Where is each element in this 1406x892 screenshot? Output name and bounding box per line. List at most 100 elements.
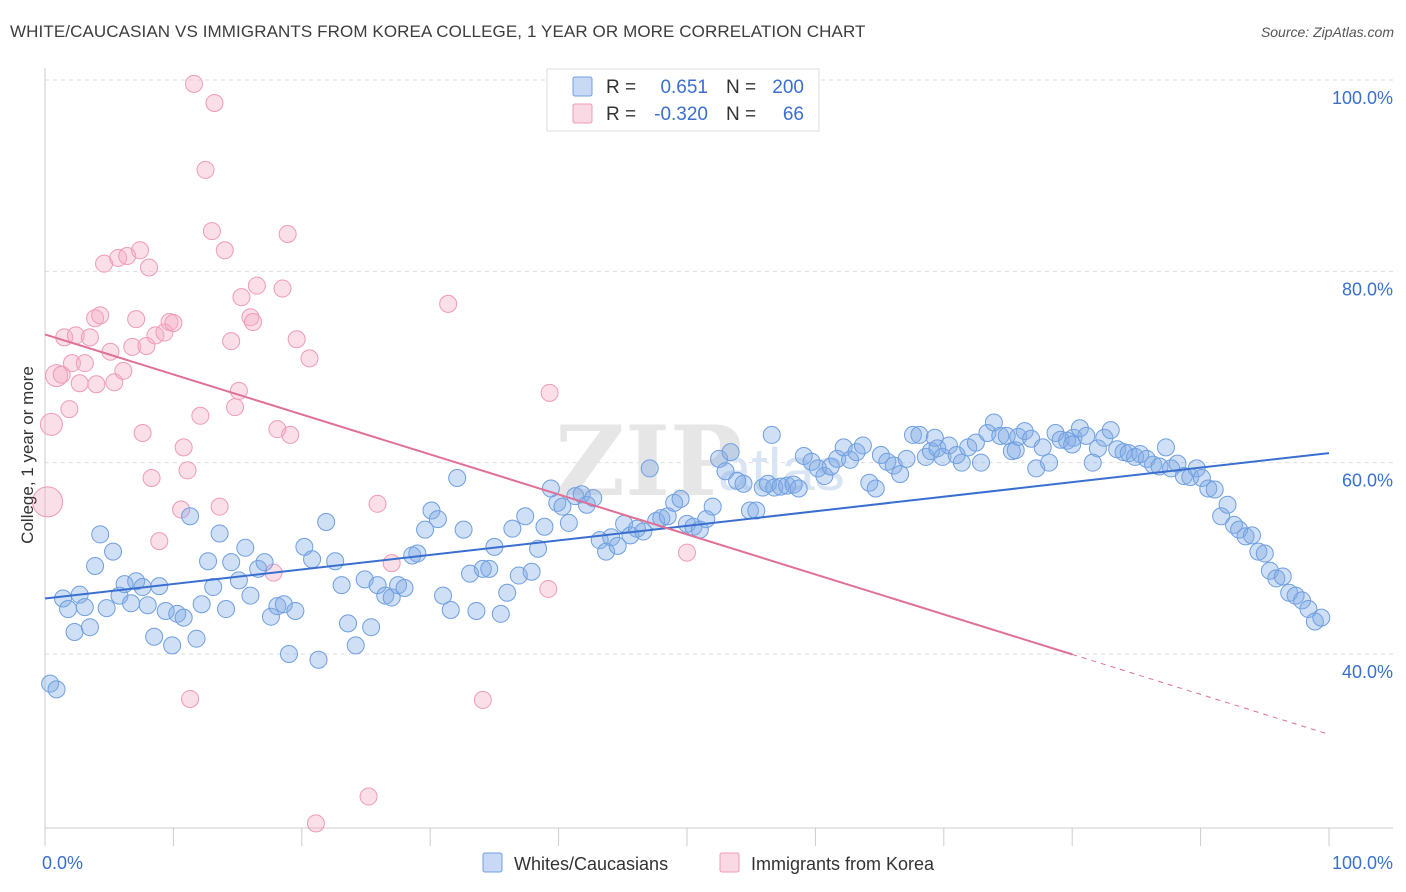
data-point-blue	[966, 433, 985, 452]
data-point-blue	[910, 425, 929, 444]
data-point-blue	[762, 425, 781, 444]
data-point-pink	[62, 354, 81, 373]
data-point-blue	[47, 680, 66, 699]
chart-title: WHITE/CAUCASIAN VS IMMIGRANTS FROM KOREA…	[10, 22, 866, 41]
data-point-pink	[60, 400, 79, 419]
data-point-blue	[1033, 438, 1052, 457]
data-point-blue	[747, 501, 766, 520]
data-point-blue	[828, 449, 847, 468]
data-point-blue	[138, 596, 157, 615]
data-point-pink	[70, 374, 89, 393]
data-point-blue	[897, 449, 916, 468]
data-point-blue	[577, 495, 596, 514]
data-point-blue	[1095, 428, 1114, 447]
data-point-blue	[815, 467, 834, 486]
data-point-pink	[142, 468, 161, 487]
data-point-pink	[86, 309, 105, 328]
data-point-blue	[317, 512, 336, 531]
data-point-blue	[91, 525, 110, 544]
data-point-pink	[300, 349, 319, 368]
data-point-blue	[553, 497, 572, 516]
data-point-pink	[150, 532, 169, 551]
data-point-blue	[303, 550, 322, 569]
data-point-blue	[145, 627, 164, 646]
data-point-blue	[1126, 447, 1145, 466]
data-point-pink	[439, 294, 458, 313]
data-point-blue	[802, 452, 821, 471]
data-point-blue	[903, 425, 922, 444]
data-point-blue	[268, 597, 287, 616]
legend-swatch-blue	[572, 76, 593, 97]
source-note: Source: ZipAtlas.com	[1260, 24, 1394, 40]
data-point-pink	[52, 365, 71, 384]
data-point-blue	[222, 553, 241, 572]
legend-n-label-pink: N =	[726, 104, 756, 125]
data-point-blue	[991, 426, 1010, 445]
data-point-blue	[1267, 569, 1286, 588]
data-point-pink	[247, 276, 266, 295]
data-point-blue	[933, 447, 952, 466]
data-point-blue	[229, 571, 248, 590]
series-legend-swatch-blue	[482, 852, 503, 873]
data-point-pink	[287, 330, 306, 349]
data-point-blue	[187, 629, 206, 648]
data-point-blue	[192, 595, 211, 614]
data-point-pink	[678, 543, 696, 562]
data-point-blue	[1070, 419, 1089, 438]
data-point-pink	[210, 497, 229, 516]
data-point-blue	[535, 517, 554, 536]
data-point-blue	[871, 446, 890, 465]
data-point-blue	[972, 453, 991, 472]
data-point-blue	[261, 607, 280, 626]
data-point-pink	[123, 337, 142, 356]
data-point-pink	[140, 258, 159, 277]
data-point-blue	[1088, 439, 1107, 458]
series-legend-label-pink: Immigrants from Korea	[751, 854, 935, 874]
data-point-blue	[939, 436, 958, 455]
data-point-pink	[539, 579, 558, 598]
data-point-pink	[226, 398, 245, 417]
data-point-blue	[279, 645, 298, 663]
data-point-blue	[891, 465, 910, 484]
trend-lines	[44, 333, 1330, 735]
data-point-blue	[1212, 507, 1231, 526]
series-legend-swatch-pink	[719, 852, 740, 873]
data-point-pink	[184, 74, 203, 93]
data-point-blue	[241, 586, 260, 605]
data-point-blue	[416, 520, 435, 539]
data-point-blue	[1131, 445, 1150, 464]
data-point-blue	[473, 559, 492, 578]
data-point-pink	[244, 313, 263, 332]
data-point-pink	[164, 313, 183, 332]
data-point-pink	[32, 486, 64, 518]
data-point-blue	[1156, 438, 1175, 457]
data-point-pink	[75, 354, 94, 373]
data-point-blue	[181, 507, 200, 526]
data-point-pink	[273, 279, 292, 298]
data-point-pink	[191, 406, 210, 425]
data-point-pink	[196, 160, 215, 179]
data-point-blue	[467, 601, 486, 620]
legend-r-label-pink: R =	[606, 104, 636, 125]
data-point-pink	[473, 690, 492, 709]
data-point-blue	[1273, 567, 1292, 586]
data-point-pink	[382, 554, 401, 573]
data-point-blue	[516, 507, 535, 526]
data-point-blue	[1015, 422, 1034, 441]
data-point-pink	[278, 225, 297, 244]
data-point-pink	[45, 364, 69, 388]
data-point-blue	[434, 586, 453, 605]
data-point-pink	[205, 93, 224, 112]
data-point-blue	[255, 553, 274, 572]
data-point-pink	[540, 383, 559, 402]
data-point-pink	[215, 241, 234, 260]
data-point-blue	[734, 474, 753, 493]
data-point-blue	[217, 600, 236, 619]
legend-r-value-blue: 0.651	[660, 77, 708, 98]
data-point-blue	[1255, 544, 1274, 563]
data-point-blue	[1101, 421, 1120, 440]
data-point-blue	[1205, 480, 1224, 499]
x-tick-label-max: 100.0%	[1332, 853, 1393, 873]
data-point-blue	[53, 589, 72, 608]
